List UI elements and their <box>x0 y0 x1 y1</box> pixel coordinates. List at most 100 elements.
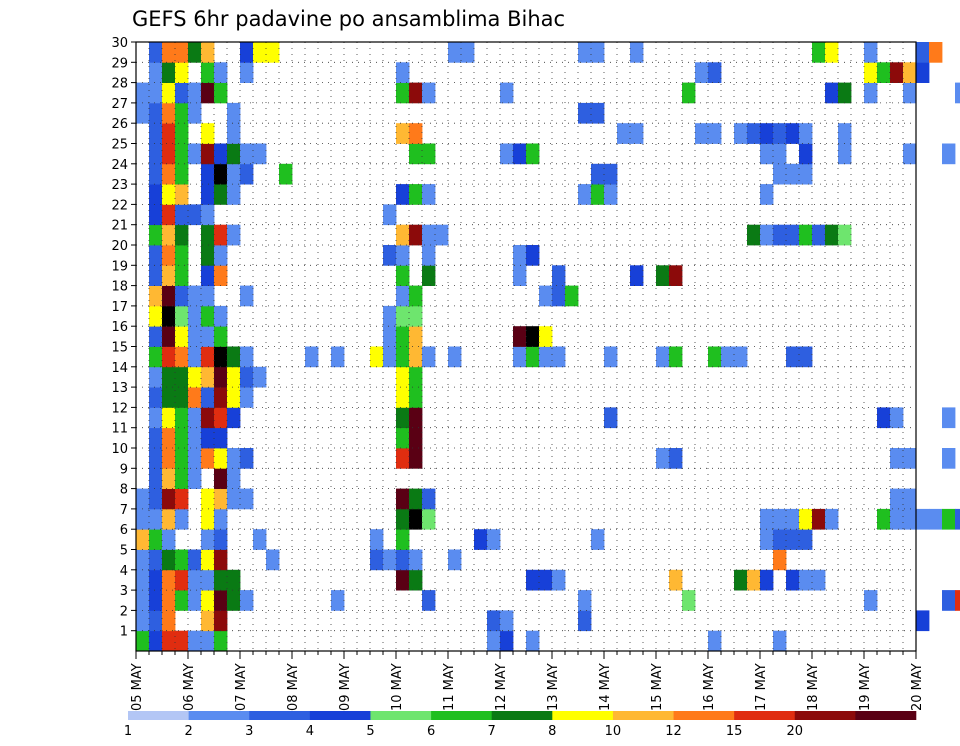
heatmap-cell <box>955 82 960 104</box>
x-tick-label: 08 MAY <box>286 663 301 711</box>
heatmap-cell <box>721 346 735 368</box>
heatmap-cell <box>188 346 202 368</box>
heatmap-cell <box>448 42 462 63</box>
colorbar-swatch <box>370 711 432 720</box>
y-tick-label: 26 <box>111 117 128 132</box>
heatmap-cell <box>201 590 215 611</box>
heatmap-cell <box>786 224 800 246</box>
heatmap-cell <box>396 529 410 550</box>
colorbar-legend: 1 2 3 4 5 6 7 8 10 12 15 20 <box>124 711 917 739</box>
heatmap-cell <box>214 448 228 469</box>
heatmap-cell <box>942 407 956 429</box>
heatmap-cell <box>916 508 930 530</box>
heatmap-cell <box>903 488 917 510</box>
heatmap-cell <box>136 488 150 510</box>
heatmap-cell <box>786 529 800 550</box>
heatmap-cell <box>227 224 241 246</box>
heatmap-cell <box>175 630 189 652</box>
heatmap-cell <box>487 610 501 632</box>
heatmap-cell <box>188 42 202 63</box>
heatmap-cell <box>591 42 605 63</box>
heatmap-cell <box>149 184 163 205</box>
heatmap-cell <box>227 387 241 408</box>
heatmap-cell <box>903 448 917 469</box>
heatmap-cell <box>604 346 618 368</box>
heatmap-cell <box>162 549 176 571</box>
x-tick-label: 13 MAY <box>546 663 561 711</box>
heatmap-cell <box>162 366 176 388</box>
heatmap-cell <box>409 346 423 368</box>
heatmap-cell <box>188 204 202 226</box>
colorbar-label: 5 <box>366 724 374 739</box>
heatmap-cell <box>526 245 540 266</box>
heatmap-cell <box>955 590 960 611</box>
heatmap-cell <box>201 184 215 205</box>
colorbar-swatch <box>309 711 371 720</box>
heatmap-cell <box>214 427 228 449</box>
heatmap-cell <box>240 62 254 83</box>
heatmap-cell <box>526 143 540 165</box>
y-tick-label: 23 <box>111 178 128 193</box>
heatmap-cell <box>188 448 202 469</box>
colorbar-label: 1 <box>124 724 132 739</box>
x-tick-label: 19 MAY <box>858 663 873 711</box>
heatmap-cell <box>838 224 852 246</box>
heatmap-cell <box>136 610 150 632</box>
heatmap-cell <box>422 590 436 611</box>
heatmap-cell <box>214 346 228 368</box>
heatmap-cell <box>396 387 410 408</box>
heatmap-cell <box>812 224 826 246</box>
heatmap-cell <box>188 569 202 591</box>
heatmap-cell <box>409 549 423 571</box>
y-tick-label: 24 <box>111 158 128 173</box>
heatmap-cell <box>175 245 189 266</box>
heatmap-cell <box>526 346 540 368</box>
heatmap-cell <box>409 326 423 347</box>
heatmap-cell <box>214 163 228 185</box>
heatmap-cell <box>214 387 228 408</box>
heatmap-cell <box>201 224 215 246</box>
heatmap-cell <box>266 42 280 63</box>
y-tick-label: 4 <box>120 564 128 579</box>
heatmap-cell <box>175 326 189 347</box>
heatmap-cell <box>149 224 163 246</box>
x-tick-label: 07 MAY <box>234 663 249 711</box>
x-tick-label: 05 MAY <box>130 663 145 711</box>
heatmap-cell <box>162 448 176 469</box>
heatmap-cell <box>162 508 176 530</box>
y-tick-label: 6 <box>120 523 128 538</box>
heatmap-cell <box>669 265 683 286</box>
heatmap-cell <box>227 366 241 388</box>
heatmap-cell <box>175 448 189 469</box>
heatmap-cell <box>773 529 787 550</box>
heatmap-cell <box>383 549 397 571</box>
colorbar-swatch <box>612 711 674 720</box>
y-tick-label: 13 <box>111 381 128 396</box>
colorbar-swatch <box>491 711 553 720</box>
heatmap-cell <box>240 590 254 611</box>
heatmap-cell <box>864 42 878 63</box>
y-tick-label: 7 <box>120 503 128 518</box>
heatmap-cell <box>201 508 215 530</box>
heatmap-cell <box>435 224 449 246</box>
heatmap-cell <box>162 82 176 104</box>
x-tick-label: 17 MAY <box>754 663 769 711</box>
y-tick-label: 30 <box>111 36 128 51</box>
heatmap-cell <box>136 630 150 652</box>
heatmap-cell <box>149 427 163 449</box>
heatmap-cell <box>201 448 215 469</box>
heatmap-cell <box>942 590 956 611</box>
y-tick-label: 25 <box>111 138 128 153</box>
x-tick-label: 06 MAY <box>182 663 197 711</box>
heatmap-cell <box>162 346 176 368</box>
heatmap-cell <box>461 42 475 63</box>
heatmap-cell <box>149 102 163 124</box>
heatmap-cell <box>877 62 891 83</box>
heatmap-cell <box>175 143 189 165</box>
heatmap-cell <box>188 285 202 307</box>
heatmap-cell <box>396 549 410 571</box>
x-tick-label: 20 MAY <box>910 663 925 711</box>
heatmap-cell <box>669 448 683 469</box>
heatmap-cell <box>175 224 189 246</box>
heatmap-cell <box>877 407 891 429</box>
